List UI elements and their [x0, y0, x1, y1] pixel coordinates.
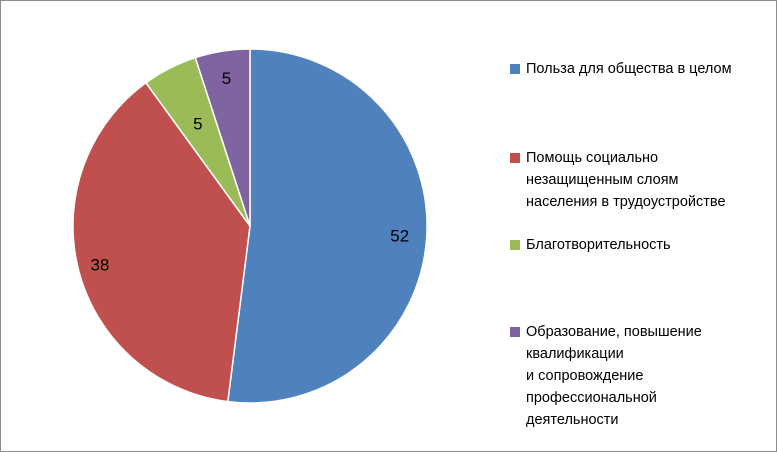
pie-slice-employment: [72, 81, 251, 403]
legend-swatch-charity: [510, 240, 520, 250]
legend-label-employment: Помощь социально незащищенным слоям насе…: [526, 150, 726, 210]
legend-swatch-education: [510, 327, 520, 337]
data-label-education: 5: [222, 69, 231, 88]
data-label-employment: 38: [90, 256, 109, 275]
legend-label-society: Польза для общества в целом: [526, 61, 732, 77]
data-label-charity: 5: [193, 115, 202, 134]
legend-swatch-society: [510, 64, 520, 74]
legend-label-charity: Благотворительность: [526, 237, 671, 253]
pie-slice-society: [226, 48, 428, 404]
pie-slices: [72, 48, 428, 404]
data-label-society: 52: [390, 226, 409, 245]
legend-swatch-employment: [510, 153, 520, 163]
pie-data-labels: 52 38 5 5: [90, 69, 409, 275]
legend-label-education: Образование, повышение квалификации и со…: [526, 324, 702, 428]
pie-slice-education: [194, 48, 251, 227]
